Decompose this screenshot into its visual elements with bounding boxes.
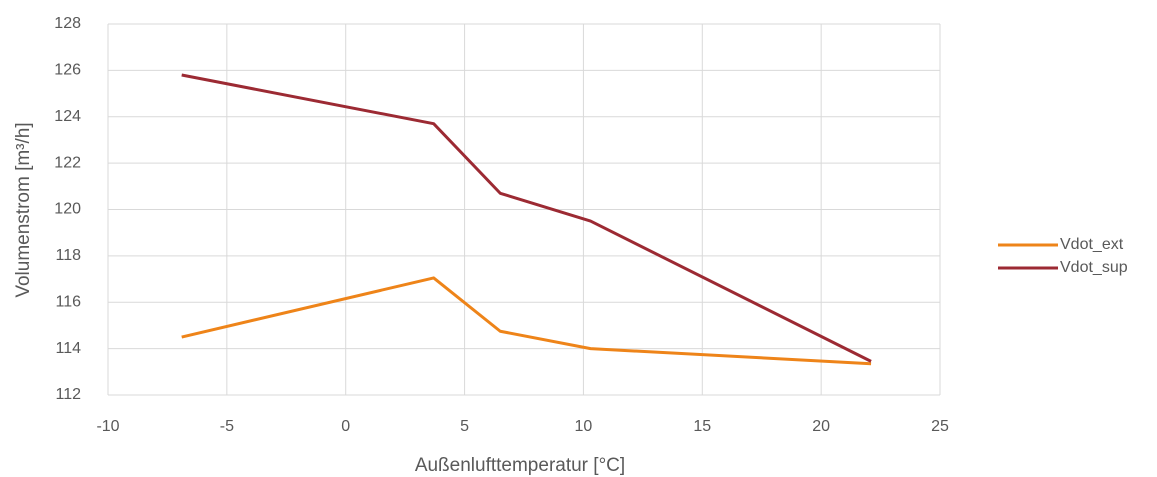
- x-tick-label: 0: [341, 418, 350, 435]
- x-tick-label: 10: [575, 418, 593, 435]
- y-tick-label: 126: [54, 62, 81, 79]
- y-tick-label: 122: [54, 154, 81, 171]
- legend-label: Vdot_ext: [1060, 236, 1124, 253]
- x-tick-label: -5: [220, 418, 234, 435]
- x-tick-label: 15: [693, 418, 711, 435]
- y-tick-label: 120: [54, 201, 81, 218]
- y-tick-label: 124: [54, 108, 81, 125]
- x-tick-label: 5: [460, 418, 469, 435]
- legend-label: Vdot_sup: [1060, 259, 1128, 276]
- y-tick-label: 118: [55, 247, 81, 264]
- y-tick-label: 112: [55, 386, 81, 403]
- y-tick-label: 114: [55, 340, 81, 357]
- series-line: [181, 276, 872, 366]
- y-axis-label: Volumenstrom [m³/h]: [13, 122, 34, 297]
- y-tick-label: 128: [54, 15, 81, 32]
- x-axis-label: Außenlufttemperatur [°C]: [415, 455, 625, 476]
- x-tick-label: 25: [931, 418, 949, 435]
- x-tick-label: 20: [812, 418, 830, 435]
- x-tick-label: -10: [96, 418, 119, 435]
- y-tick-label: 116: [55, 293, 81, 310]
- series-line: [181, 73, 872, 363]
